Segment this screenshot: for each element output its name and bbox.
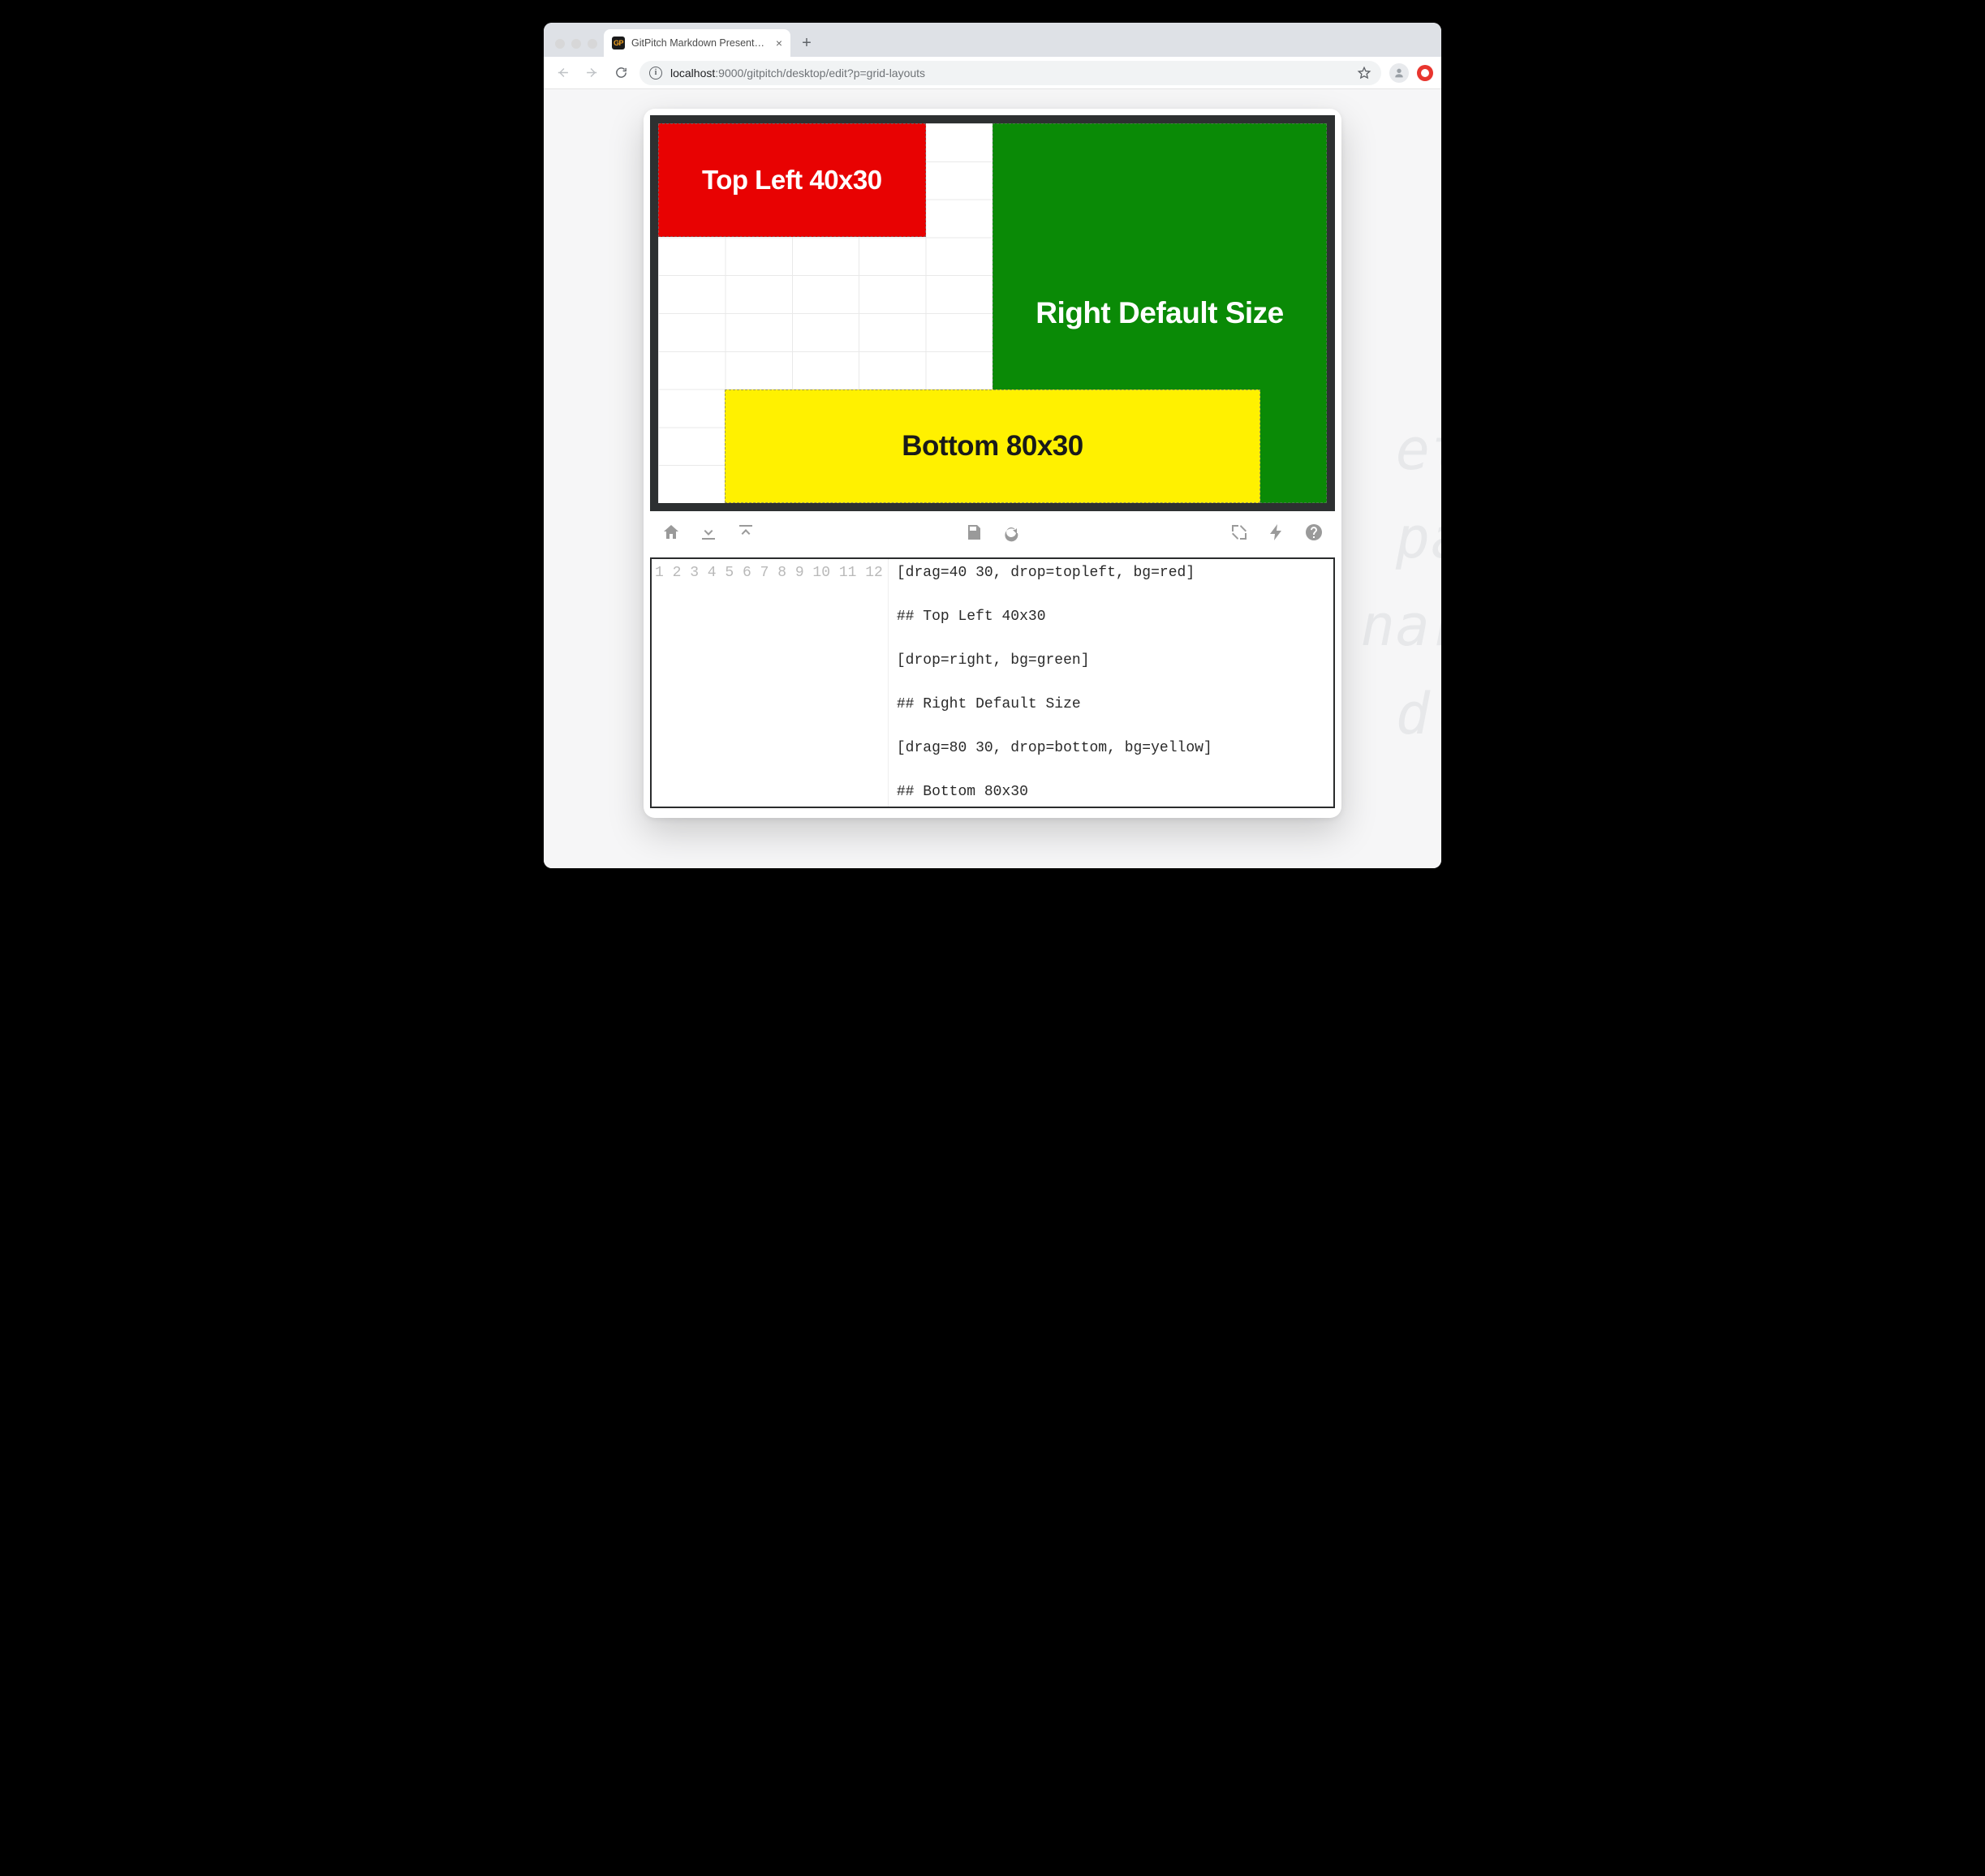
extension-badge-icon[interactable] <box>1417 65 1433 81</box>
download-button[interactable] <box>699 523 718 546</box>
tab-title: GitPitch Markdown Presentatio <box>631 37 769 49</box>
refresh-button[interactable] <box>1001 523 1021 546</box>
editor-toolbar <box>644 511 1341 554</box>
refresh-icon <box>1001 523 1021 542</box>
tab-favicon: GP <box>612 37 625 49</box>
region-topleft-label: Top Left 40x30 <box>702 165 882 196</box>
ghost-line: pa <box>1361 494 1441 583</box>
code-gutter: 1 2 3 4 5 6 7 8 9 10 11 12 <box>652 559 889 807</box>
editor-card: Right Default Size Top Left 40x30 Bottom… <box>644 109 1341 818</box>
bolt-icon <box>1267 523 1286 542</box>
tab-close-icon[interactable]: × <box>776 37 782 49</box>
window-close-dot[interactable] <box>555 39 565 49</box>
bookmark-star-icon[interactable] <box>1357 66 1371 80</box>
nav-reload-button[interactable] <box>610 62 631 84</box>
toolbar-group-left <box>661 523 756 546</box>
region-right-label: Right Default Size <box>1036 296 1284 330</box>
code-editor[interactable]: 1 2 3 4 5 6 7 8 9 10 11 12 [drag=40 30, … <box>650 557 1335 808</box>
slide-preview: Right Default Size Top Left 40x30 Bottom… <box>650 115 1335 511</box>
arrow-left-icon <box>556 66 570 80</box>
upload-button[interactable] <box>736 523 756 546</box>
region-bottom-label: Bottom 80x30 <box>902 430 1083 463</box>
save-icon <box>964 523 984 542</box>
home-button[interactable] <box>661 523 681 546</box>
bolt-button[interactable] <box>1267 523 1286 546</box>
window-max-dot[interactable] <box>588 39 597 49</box>
slide-preview-wrap: Right Default Size Top Left 40x30 Bottom… <box>644 109 1341 511</box>
toolbar-group-mid <box>964 523 1021 546</box>
new-tab-button[interactable]: + <box>795 32 818 54</box>
region-topleft: Top Left 40x30 <box>658 123 926 237</box>
url-text: localhost:9000/gitpitch/desktop/edit?p=g… <box>670 67 925 80</box>
download-icon <box>699 523 718 542</box>
url-host: localhost <box>670 67 715 80</box>
browser-tab[interactable]: GP GitPitch Markdown Presentatio × <box>604 29 790 57</box>
profile-avatar[interactable] <box>1389 63 1409 83</box>
tab-strip: GP GitPitch Markdown Presentatio × + <box>544 23 1441 57</box>
person-icon <box>1393 67 1406 80</box>
save-button[interactable] <box>964 523 984 546</box>
upload-icon <box>736 523 756 542</box>
region-bottom: Bottom 80x30 <box>725 389 1259 503</box>
address-bar[interactable]: i localhost:9000/gitpitch/desktop/edit?p… <box>639 61 1381 85</box>
url-path: :9000/gitpitch/desktop/edit?p=grid-layou… <box>715 67 925 80</box>
browser-window: GP GitPitch Markdown Presentatio × + i l… <box>544 23 1441 868</box>
device-frame: GP GitPitch Markdown Presentatio × + i l… <box>532 11 1453 880</box>
nav-back-button[interactable] <box>552 62 573 84</box>
toolbar-group-right <box>1229 523 1324 546</box>
help-icon <box>1304 523 1324 542</box>
ghost-line: d( <box>1361 670 1441 759</box>
expand-button[interactable] <box>1229 523 1249 546</box>
home-icon <box>661 523 681 542</box>
ghost-line: et <box>1361 406 1441 494</box>
nav-forward-button[interactable] <box>581 62 602 84</box>
window-min-dot[interactable] <box>571 39 581 49</box>
browser-toolbar: i localhost:9000/gitpitch/desktop/edit?p… <box>544 57 1441 89</box>
code-content[interactable]: [drag=40 30, drop=topleft, bg=red] ## To… <box>889 559 1333 807</box>
background-ghost-text: et pa nar d( <box>1361 406 1441 758</box>
help-button[interactable] <box>1304 523 1324 546</box>
page-viewport: et pa nar d( Right Default Size Top Left… <box>544 89 1441 868</box>
expand-icon <box>1229 523 1249 542</box>
site-info-icon[interactable]: i <box>649 67 662 80</box>
window-controls <box>550 39 604 57</box>
ghost-line: nar <box>1361 582 1441 670</box>
reload-icon <box>614 66 628 80</box>
arrow-right-icon <box>585 66 599 80</box>
